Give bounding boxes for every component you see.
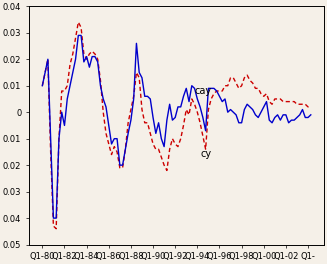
Text: cay: cay [195,86,212,96]
Text: cy: cy [200,149,211,159]
